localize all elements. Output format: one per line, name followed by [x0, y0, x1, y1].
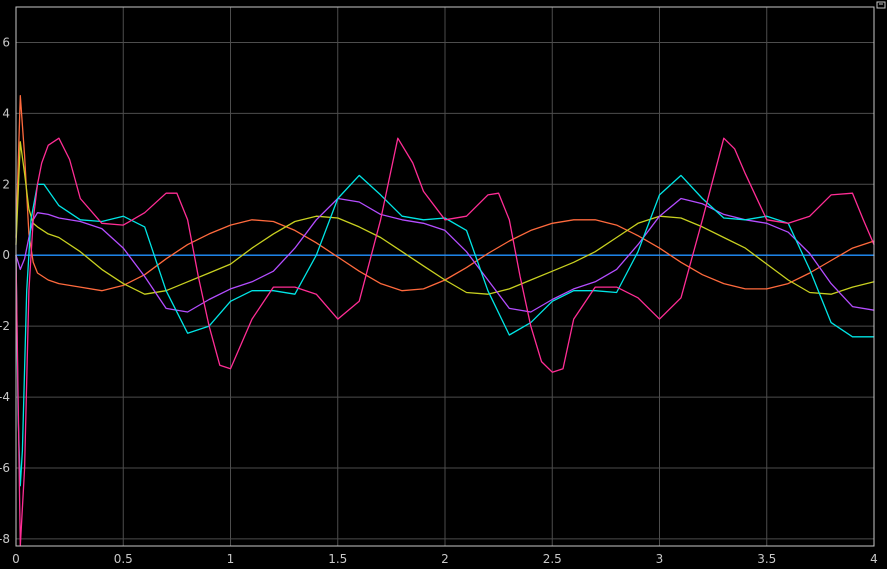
y-tick-label: -8 [0, 532, 10, 546]
x-tick-label: 3 [656, 552, 664, 566]
x-tick-label: 1 [227, 552, 235, 566]
axes-box [15, 6, 875, 547]
x-tick-label: 2.5 [543, 552, 562, 566]
y-tick-label: 0 [2, 248, 10, 262]
y-tick-label: -6 [0, 461, 10, 475]
series-lines [15, 95, 875, 547]
y-tick-label: 4 [2, 106, 10, 120]
series-line-orange [15, 95, 875, 292]
x-tick-label: 0.5 [114, 552, 133, 566]
x-tick-labels: 0 0.5 1 1.5 2 2.5 3 3.5 4 [12, 552, 878, 566]
series-line-yellow-green [15, 141, 875, 295]
x-tick-label: 4 [870, 552, 878, 566]
expand-corner-icon[interactable] [876, 1, 886, 9]
y-tick-label: 2 [2, 177, 10, 191]
x-tick-label: 3.5 [757, 552, 776, 566]
series-line-cyan [15, 174, 875, 487]
x-tick-label: 2 [441, 552, 449, 566]
y-tick-label: -4 [0, 390, 10, 404]
x-tick-label: 1.5 [328, 552, 347, 566]
y-tick-labels: -8 -6 -4 -2 0 2 4 6 [0, 35, 10, 545]
x-tick-label: 0 [12, 552, 20, 566]
y-tick-label: 6 [2, 35, 10, 49]
y-tick-label: -2 [0, 319, 10, 333]
series-line-magenta [15, 137, 875, 547]
